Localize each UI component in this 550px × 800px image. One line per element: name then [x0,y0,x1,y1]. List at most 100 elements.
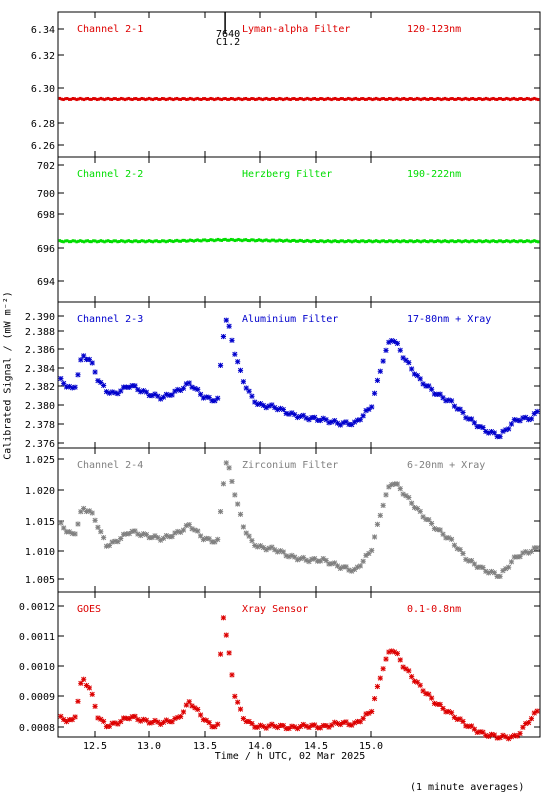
data-point [109,539,115,545]
data-point [166,392,172,398]
data-point [257,401,264,407]
y-tick-label: 6.30 [31,84,55,95]
data-point [326,724,332,730]
data-point [285,238,289,242]
x-tick-label: 14.0 [248,741,272,752]
data-point [528,548,535,555]
data-point [293,97,296,101]
data-point [132,713,138,719]
data-point [66,239,69,243]
data-point [209,238,212,242]
data-point [486,733,492,739]
y-tick-label: 1.005 [25,575,55,586]
data-point [260,402,266,409]
data-point [75,521,81,527]
data-point [189,703,195,709]
data-point [75,698,81,704]
data-point [417,239,421,243]
data-point [518,97,521,101]
data-point [317,558,323,564]
panel-1: 6.26 6.28 6.30 6.32 6.34 Channel 2-1 Lyman-alp… [31,11,541,158]
panel-filter-label: Xray Sensor [242,604,308,615]
data-point [151,240,155,244]
data-point [169,533,175,540]
data-point [81,353,87,359]
data-point [244,96,248,100]
data-point [421,239,424,243]
data-point [334,239,337,243]
data-point [220,238,223,242]
data-point [531,239,534,243]
data-point [340,564,346,570]
data-point [146,97,149,101]
data-point [72,384,78,390]
data-point [86,356,92,363]
data-point [326,561,332,567]
data-point [499,239,503,243]
data-point [98,529,104,535]
data-point [277,548,284,554]
data-point [395,239,398,243]
data-point [300,721,306,728]
data-point [263,725,269,731]
data-point [126,384,132,390]
data-point [400,664,406,670]
data-point [67,240,71,244]
data-point [149,534,155,541]
data-point [155,535,161,541]
data-point [536,240,540,244]
data-point [183,238,186,242]
data-point [174,97,177,101]
panel-channel-label: Channel 2-1 [77,24,143,35]
data-point [360,413,366,419]
data-point [300,239,303,243]
data-point [377,512,383,518]
data-point [408,239,411,243]
data-point [275,549,281,555]
data-point [383,347,389,353]
data-point [298,238,302,242]
data-point [335,97,339,101]
data-point [116,240,119,244]
data-point [514,733,520,739]
data-point [280,239,283,243]
data-point [71,239,75,243]
data-point [249,393,255,399]
data-point [140,96,143,100]
data-point [337,240,341,244]
data-point [69,717,75,723]
data-point [352,97,356,101]
data-point [425,97,428,101]
data-point [419,240,423,244]
data-point [317,725,323,731]
data-point [255,401,261,408]
data-point [222,238,225,242]
panel-band-label: 0.1-0.8nm [407,604,461,615]
data-point [429,520,435,527]
data-series [58,460,540,580]
data-point [172,240,175,244]
data-point [92,517,98,523]
data-point [399,240,402,244]
data-point [120,531,127,537]
x-tick-labels: 12.5 13.0 13.5 14.0 14.5 15.0 [83,741,383,752]
data-point [194,97,197,101]
data-point [155,97,158,101]
data-point [226,97,229,101]
data-point [350,240,354,244]
panel-band-label: 6-20nm + Xray [407,460,485,471]
data-point [492,96,495,100]
data-point [477,564,483,570]
data-point [140,716,147,722]
data-point [198,239,201,243]
data-point [259,238,263,242]
data-point [505,96,508,100]
data-point [265,238,268,242]
data-point [448,710,455,716]
data-point [340,719,346,726]
data-point [517,418,523,424]
data-point [360,715,366,722]
data-point [406,668,412,674]
data-point [332,97,335,101]
data-point [75,372,81,378]
